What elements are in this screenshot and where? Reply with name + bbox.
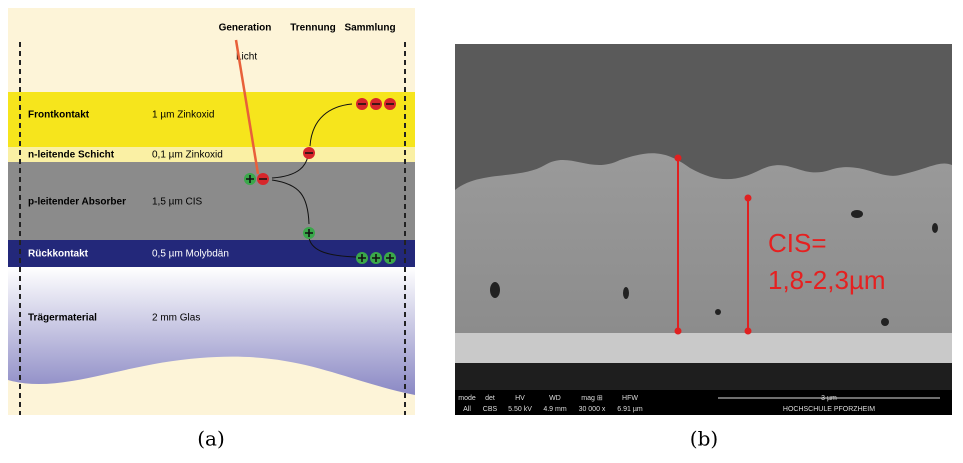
databar-label: WD [549, 395, 561, 402]
figure: Generation Trennung Sammlung Licht Front… [0, 0, 963, 463]
institution: HOCHSCHULE PFORZHEIM [783, 406, 875, 413]
panel-a: Generation Trennung Sammlung Licht Front… [8, 8, 415, 451]
layer-desc: 1 µm Zinkoxid [152, 110, 214, 121]
annotation: 1,8-2,3µm [768, 265, 886, 295]
layer-desc: 2 mm Glas [152, 313, 200, 324]
header-label: Trennung [290, 23, 336, 34]
databar-label: mode [458, 395, 476, 402]
annotation: CIS= [768, 228, 827, 258]
header-label: Sammlung [344, 23, 395, 34]
databar-label: HV [515, 395, 525, 402]
sem-back-contact [455, 333, 952, 363]
sem-absorber [455, 153, 952, 335]
header-label: Generation [219, 23, 272, 34]
layer-name: p-leitender Absorber [28, 197, 126, 208]
databar-value: 4.9 mm [543, 406, 567, 413]
layer-name: n-leitende Schicht [28, 150, 115, 161]
caption: (b) [690, 427, 718, 451]
layer-name: Trägermaterial [28, 313, 97, 324]
scale-label: 3 µm [821, 395, 837, 402]
databar-label: HFW [622, 395, 638, 402]
sem-substrate [455, 363, 952, 390]
databar-value: 5.50 kV [508, 406, 532, 413]
panel-b: CIS= 1,8-2,3µm mode All det CBS HV 5.50 kV WD 4… [455, 44, 952, 451]
databar-value: CBS [483, 406, 498, 413]
layer-desc: 1,5 µm CIS [152, 197, 203, 208]
databar-label: det [485, 395, 495, 402]
databar-value: All [463, 406, 471, 413]
databar-label: mag ⊞ [581, 395, 603, 402]
databar-value: 30 000 x [579, 406, 606, 413]
caption: (a) [197, 427, 225, 451]
layer-desc: 0,1 µm Zinkoxid [152, 150, 223, 161]
layer-name: Rückkontakt [28, 249, 89, 260]
databar-value: 6.91 µm [617, 406, 643, 413]
layer-name: Frontkontakt [28, 110, 90, 121]
layer-desc: 0,5 µm Molybdän [152, 249, 229, 260]
